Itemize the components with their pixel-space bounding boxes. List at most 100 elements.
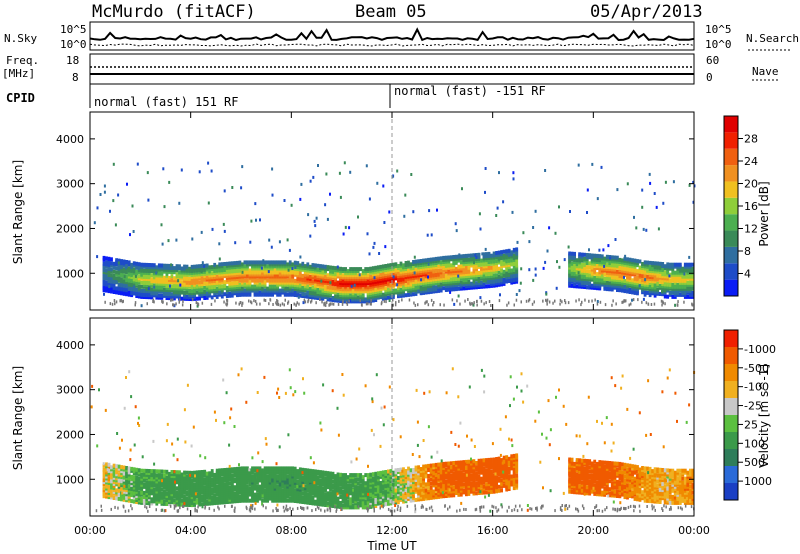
data-cell	[160, 293, 164, 298]
data-cell	[298, 271, 302, 276]
data-cell	[137, 268, 141, 273]
data-cell	[117, 468, 121, 473]
data-cell	[306, 266, 310, 271]
ground-scatter	[506, 303, 508, 307]
ground-scatter	[394, 303, 397, 307]
data-cell	[392, 272, 395, 277]
data-cell	[600, 254, 604, 259]
data-cell	[256, 292, 259, 297]
data-cell	[185, 482, 189, 487]
data-cell	[678, 292, 682, 297]
data-cell	[266, 466, 269, 471]
data-cell	[641, 188, 644, 192]
data-cell	[329, 285, 332, 290]
data-cell	[150, 489, 154, 494]
data-cell	[107, 493, 111, 498]
nave-tick-high: 60	[706, 54, 720, 67]
ground-scatter	[408, 298, 411, 302]
data-cell	[402, 277, 405, 282]
data-cell	[276, 274, 279, 279]
data-cell	[439, 260, 443, 265]
data-cell	[243, 264, 247, 269]
data-cell	[311, 295, 315, 300]
data-cell	[205, 495, 209, 500]
data-cell	[306, 262, 310, 267]
data-cell	[324, 274, 327, 279]
data-cell	[642, 227, 645, 231]
data-cell	[263, 484, 267, 489]
data-cell	[381, 264, 385, 269]
ground-scatter	[310, 300, 312, 304]
data-cell	[256, 484, 259, 489]
data-cell	[243, 266, 247, 271]
ground-scatter	[153, 300, 155, 304]
data-cell	[170, 490, 174, 495]
data-cell	[570, 253, 574, 258]
data-cell	[205, 277, 209, 282]
data-cell	[241, 484, 244, 489]
data-cell	[107, 466, 111, 471]
data-cell	[271, 292, 274, 297]
data-cell	[610, 267, 614, 272]
data-cell	[534, 273, 537, 277]
data-cell	[223, 266, 227, 270]
data-cell	[546, 249, 549, 253]
data-cell	[602, 248, 605, 252]
data-cell	[487, 272, 491, 277]
data-cell	[301, 491, 305, 496]
data-cell	[346, 287, 350, 292]
data-cell	[480, 280, 483, 285]
data-cell	[160, 469, 164, 474]
data-cell	[228, 485, 232, 490]
ground-scatter	[161, 299, 163, 303]
data-cell	[358, 273, 361, 277]
data-cell	[137, 476, 141, 481]
data-cell	[444, 288, 448, 292]
data-cell	[317, 164, 319, 167]
data-cell	[251, 284, 254, 289]
ground-scatter	[210, 302, 213, 306]
data-cell	[127, 476, 131, 481]
data-cell	[152, 487, 156, 492]
data-cell	[674, 303, 677, 307]
data-cell	[432, 279, 436, 284]
data-cell	[125, 274, 128, 279]
data-cell	[230, 293, 234, 298]
data-cell	[284, 286, 287, 290]
data-cell	[676, 262, 680, 267]
data-cell	[132, 485, 136, 490]
data-cell	[105, 462, 108, 467]
data-cell	[266, 286, 269, 291]
data-cell	[266, 260, 269, 265]
data-cell	[263, 466, 267, 471]
data-cell	[298, 497, 302, 502]
data-cell	[379, 264, 383, 269]
data-cell	[661, 290, 663, 294]
y-tick-label: 1000	[56, 267, 84, 280]
ground-scatter	[628, 303, 630, 307]
data-cell	[344, 295, 347, 300]
ground-scatter	[575, 299, 577, 303]
data-cell	[135, 288, 139, 292]
data-cell	[653, 279, 657, 284]
ground-scatter	[276, 302, 278, 306]
data-cell	[132, 279, 136, 284]
data-cell	[155, 271, 158, 275]
data-cell	[185, 294, 189, 299]
data-cell	[691, 266, 695, 271]
data-cell	[428, 209, 431, 213]
data-cell	[253, 472, 257, 477]
data-cell	[407, 292, 410, 297]
data-cell	[331, 296, 335, 300]
data-cell	[686, 276, 690, 281]
data-cell	[288, 472, 292, 477]
data-cell	[633, 258, 637, 263]
data-cell	[102, 486, 106, 491]
data-cell	[472, 279, 476, 284]
ground-scatter	[298, 302, 300, 306]
data-cell	[266, 474, 269, 479]
data-cell	[102, 490, 106, 495]
ground-scatter	[303, 298, 306, 302]
data-cell	[389, 283, 393, 288]
data-cell	[636, 283, 639, 288]
